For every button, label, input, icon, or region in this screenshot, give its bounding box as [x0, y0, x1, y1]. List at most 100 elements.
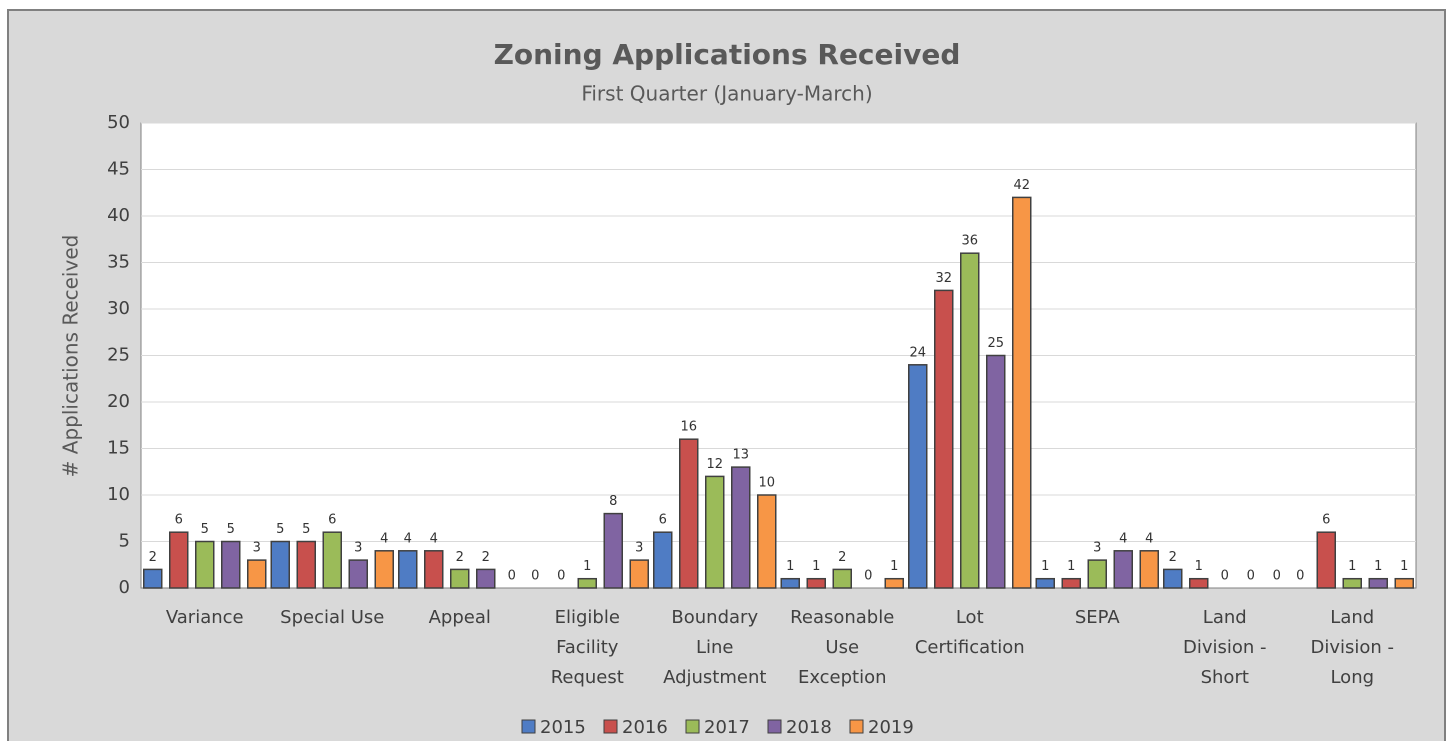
bar [1035, 577, 1055, 589]
x-tick-label: Division - [1310, 637, 1394, 658]
bar [1342, 577, 1362, 589]
y-tick-label: 40 [107, 205, 130, 226]
x-tick-label: Line [696, 637, 734, 658]
bar [757, 494, 777, 589]
value-label: 4 [1119, 531, 1127, 546]
bar [195, 540, 215, 589]
value-label: 6 [175, 513, 183, 528]
bar [296, 540, 316, 589]
legend-label: 2019 [868, 717, 914, 738]
value-label: 2 [838, 550, 846, 565]
value-label: 0 [1247, 569, 1255, 584]
value-label: 1 [1067, 559, 1075, 574]
y-tick-label: 50 [107, 112, 130, 133]
bar [348, 559, 368, 589]
value-label: 5 [276, 522, 284, 537]
value-label: 3 [354, 541, 362, 556]
value-label: 2 [456, 550, 464, 565]
y-tick-label: 25 [107, 345, 130, 366]
value-label: 25 [987, 336, 1004, 351]
bar [705, 475, 725, 589]
bar [169, 531, 189, 589]
x-tick-label: Land [1203, 607, 1247, 628]
y-tick-label: 10 [107, 484, 130, 505]
value-label: 3 [253, 541, 261, 556]
value-label: 1 [1348, 559, 1356, 574]
y-tick-label: 5 [119, 531, 130, 552]
legend-swatch [849, 719, 864, 734]
bar [780, 577, 800, 589]
bar [629, 559, 649, 589]
bar [1012, 196, 1032, 589]
value-label: 4 [430, 531, 438, 546]
value-label: 42 [1013, 178, 1030, 193]
value-label: 13 [732, 448, 749, 463]
chart-title: Zoning Applications Received [494, 38, 961, 71]
value-label: 3 [635, 541, 643, 556]
value-label: 32 [935, 271, 952, 286]
x-tick-label: Short [1201, 667, 1249, 688]
bar [960, 252, 980, 589]
value-label: 4 [1145, 531, 1153, 546]
bar [832, 568, 852, 589]
x-tick-label: Facility [556, 637, 619, 658]
bar [1394, 577, 1414, 589]
value-label: 5 [201, 522, 209, 537]
value-label: 1 [1374, 559, 1382, 574]
bar [986, 354, 1006, 589]
y-tick-label: 15 [107, 438, 130, 459]
value-label: 0 [508, 569, 516, 584]
bar [374, 550, 394, 589]
bar [806, 577, 826, 589]
bar [424, 550, 444, 589]
legend-swatch [521, 719, 536, 734]
bar [322, 531, 342, 589]
legend-label: 2018 [786, 717, 832, 738]
bar [1189, 577, 1209, 589]
value-label: 36 [961, 234, 978, 249]
legend-label: 2017 [704, 717, 750, 738]
value-label: 2 [482, 550, 490, 565]
value-label: 0 [557, 569, 565, 584]
bar [1061, 577, 1081, 589]
value-label: 1 [890, 559, 898, 574]
value-label: 16 [680, 420, 697, 435]
y-tick-label: 0 [119, 577, 130, 598]
chart-subtitle: First Quarter (January-March) [581, 82, 872, 106]
legend-label: 2015 [540, 717, 586, 738]
bar [450, 568, 470, 589]
bar [1087, 559, 1107, 589]
value-label: 4 [404, 531, 412, 546]
bar [653, 531, 673, 589]
bar [221, 540, 241, 589]
value-label: 5 [302, 522, 310, 537]
value-label: 0 [1273, 569, 1281, 584]
value-label: 12 [706, 457, 723, 472]
value-label: 1 [583, 559, 591, 574]
legend-swatch [685, 719, 700, 734]
value-label: 24 [909, 345, 926, 360]
x-tick-label: Request [551, 667, 624, 688]
bar [934, 289, 954, 589]
value-label: 10 [758, 476, 775, 491]
x-tick-label: Exception [798, 667, 887, 688]
value-label: 6 [659, 513, 667, 528]
value-label: 0 [531, 569, 539, 584]
y-tick-label: 20 [107, 391, 130, 412]
legend-swatch [603, 719, 618, 734]
bar [270, 540, 290, 589]
y-axis-label: # Applications Received [59, 235, 83, 478]
y-tick-label: 30 [107, 298, 130, 319]
x-tick-label: Boundary [671, 607, 758, 628]
bar [1163, 568, 1183, 589]
bar [1316, 531, 1336, 589]
x-tick-label: Special Use [280, 607, 384, 628]
bar [143, 568, 163, 589]
y-tick-label: 45 [107, 159, 130, 180]
bar [398, 550, 418, 589]
x-tick-label: Certification [915, 637, 1025, 658]
value-label: 4 [380, 531, 388, 546]
value-label: 0 [1221, 569, 1229, 584]
x-tick-label: Eligible [555, 607, 620, 628]
x-tick-label: SEPA [1075, 607, 1121, 628]
